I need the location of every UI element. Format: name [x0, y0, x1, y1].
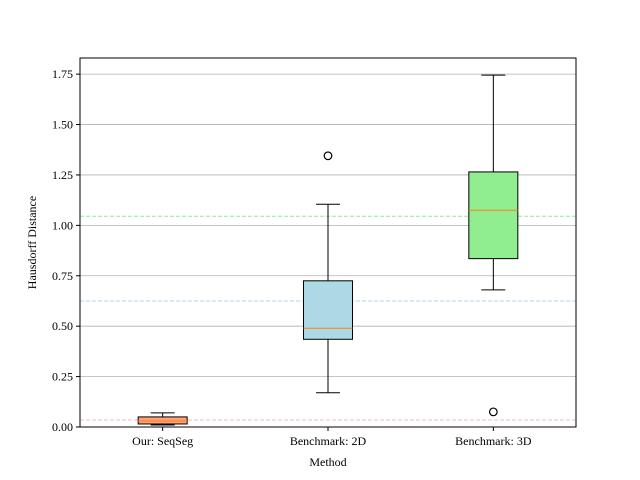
y-tick-label: 1.50 — [52, 118, 73, 132]
y-axis-ticks: 0.00 0.25 0.50 0.75 1.00 1.25 1.50 1.75 — [52, 67, 80, 434]
y-tick-label: 1.25 — [52, 168, 73, 182]
y-tick-label: 0.25 — [52, 370, 73, 384]
x-axis-ticks: Our: SeqSeg Benchmark: 2D Benchmark: 3D — [132, 427, 532, 448]
box-group — [303, 151, 353, 394]
x-tick-label: Benchmark: 3D — [455, 434, 532, 448]
outlier-point — [488, 407, 498, 417]
box-group — [137, 412, 188, 426]
x-tick-label: Benchmark: 2D — [290, 434, 367, 448]
box-group — [468, 74, 519, 417]
outlier-point — [323, 151, 333, 161]
x-axis-label: Method — [309, 455, 346, 469]
x-tick-label: Our: SeqSeg — [132, 434, 193, 448]
box-iqr — [303, 280, 353, 340]
y-axis-label: Hausdorff Distance — [25, 196, 39, 289]
y-tick-label: 0.00 — [52, 420, 73, 434]
y-tick-label: 1.75 — [52, 67, 73, 81]
y-tick-label: 0.50 — [52, 319, 73, 333]
box-layer — [137, 74, 519, 426]
y-tick-label: 0.75 — [52, 269, 73, 283]
y-tick-label: 1.00 — [52, 218, 73, 232]
box-iqr — [468, 171, 519, 260]
box-iqr — [137, 416, 188, 425]
